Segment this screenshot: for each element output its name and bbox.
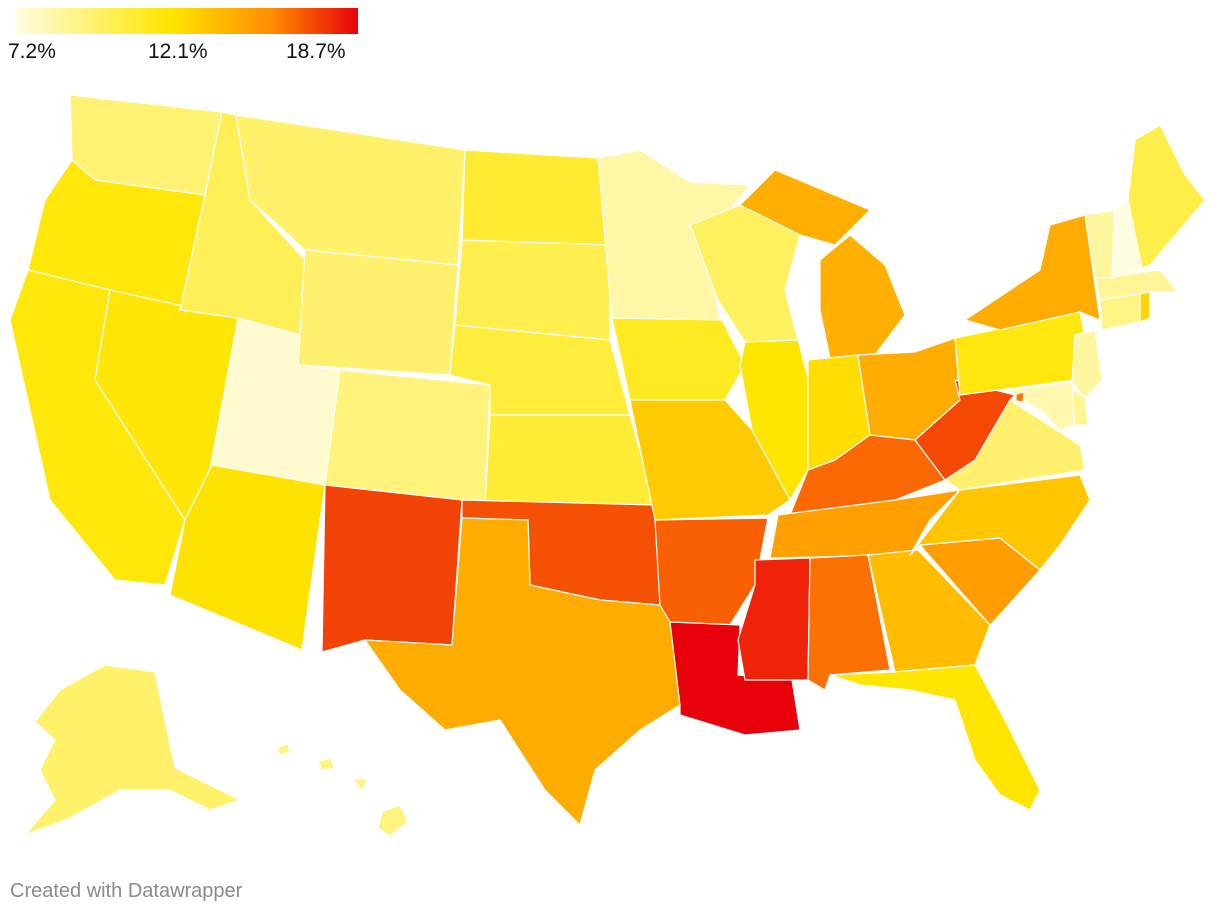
state-il[interactable] [739, 339, 811, 501]
legend-gradient-bar [16, 8, 358, 34]
state-ma[interactable] [1094, 269, 1179, 301]
us-state-map [9, 94, 1206, 837]
state-ks[interactable] [484, 414, 656, 506]
state-ri[interactable] [1139, 291, 1151, 323]
state-ny[interactable] [964, 214, 1101, 331]
state-nj[interactable] [1071, 329, 1103, 399]
state-ia[interactable] [611, 317, 746, 401]
state-nc[interactable] [909, 474, 1091, 571]
state-nm[interactable] [321, 484, 463, 653]
state-hi[interactable] [276, 743, 409, 837]
legend-max-label: 18.7% [286, 40, 346, 63]
state-ga[interactable] [867, 549, 991, 673]
credit-text: Created with Datawrapper [10, 880, 243, 902]
state-nd[interactable] [461, 149, 611, 246]
state-co[interactable] [324, 369, 491, 506]
legend-mid-label: 12.1% [148, 40, 208, 63]
state-dc[interactable] [1015, 391, 1025, 403]
state-wy[interactable] [297, 249, 459, 376]
state-mi[interactable] [739, 169, 906, 359]
state-sd[interactable] [454, 239, 611, 341]
state-tx[interactable] [364, 517, 681, 826]
state-az[interactable] [169, 464, 326, 651]
state-tn[interactable] [769, 489, 961, 559]
legend-min-label: 7.2% [8, 40, 56, 63]
state-wv[interactable] [914, 379, 1016, 481]
state-me[interactable] [1127, 124, 1206, 269]
state-ak[interactable] [24, 664, 241, 836]
state-fl[interactable] [829, 664, 1041, 811]
state-md[interactable] [1009, 381, 1076, 431]
